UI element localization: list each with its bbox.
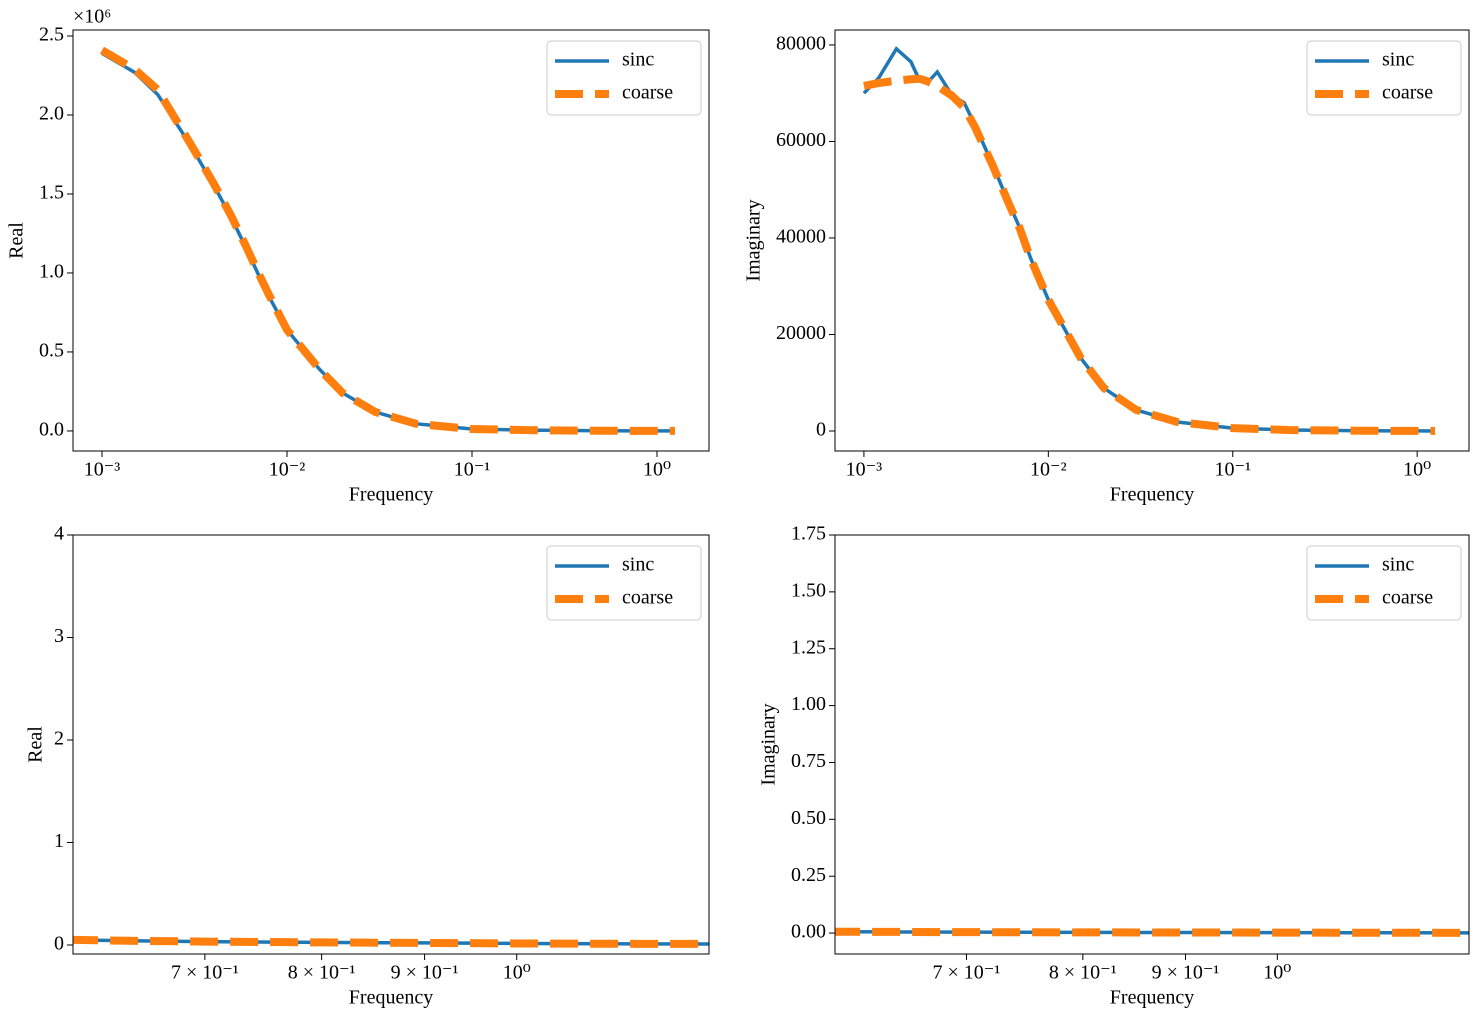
y-axis-label: Imaginary bbox=[743, 199, 765, 281]
series-line bbox=[863, 74, 1436, 435]
y-tick-label: 3 bbox=[54, 625, 64, 647]
x-axis-label: Frequency bbox=[349, 987, 433, 1009]
y-tick-label: 0 bbox=[816, 419, 826, 441]
y-axis-label: Real bbox=[6, 222, 28, 259]
x-tick-label: 10⁰ bbox=[1403, 459, 1431, 481]
y-tick-label: 80000 bbox=[776, 33, 826, 55]
axes-frame bbox=[834, 29, 1470, 452]
legend-label: coarse bbox=[1382, 82, 1433, 104]
y-tick-label: 0 bbox=[54, 933, 64, 955]
y-tick-label: 4 bbox=[54, 523, 64, 545]
x-tick-label: 10⁻² bbox=[1030, 459, 1067, 481]
y-tick-label: 0.5 bbox=[39, 340, 64, 362]
x-tick-label: 7 × 10⁻¹ bbox=[171, 962, 239, 984]
y-tick-label: 1.25 bbox=[791, 636, 826, 658]
legend-label: sinc bbox=[1382, 554, 1414, 576]
y-tick-label: 40000 bbox=[776, 226, 826, 248]
legend-label: coarse bbox=[1382, 587, 1433, 609]
y-tick-label: 0.0 bbox=[39, 419, 64, 441]
x-tick-label: 8 × 10⁻¹ bbox=[288, 962, 356, 984]
y-tick-label: 0.00 bbox=[791, 921, 826, 943]
axes-frame bbox=[834, 534, 1470, 955]
x-axis-label: Frequency bbox=[1110, 484, 1194, 506]
y-tick-label: 1 bbox=[54, 830, 64, 852]
y-tick-label: 1.50 bbox=[791, 579, 826, 601]
y-tick-label: 0.25 bbox=[791, 864, 826, 886]
y-tick-label: 1.0 bbox=[39, 261, 64, 283]
y-tick-label: 1.00 bbox=[791, 693, 826, 715]
x-tick-label: 10⁰ bbox=[643, 459, 671, 481]
x-tick-label: 10⁻³ bbox=[84, 459, 121, 481]
y-tick-label: 0.50 bbox=[791, 807, 826, 829]
x-tick-label: 10⁻¹ bbox=[1214, 459, 1251, 481]
axes-frame bbox=[72, 29, 710, 452]
subplot: 7 × 10⁻¹ 8 × 10⁻¹ 9 × 10⁻¹ 10⁰ 0 1 2 3 4 Frequenc… bbox=[25, 523, 710, 1009]
y-offset-label: ×10⁶ bbox=[73, 6, 111, 28]
legend-label: sinc bbox=[622, 554, 654, 576]
x-tick-label: 10⁰ bbox=[1263, 962, 1291, 984]
x-tick-label: 7 × 10⁻¹ bbox=[933, 962, 1001, 984]
y-tick-label: 1.75 bbox=[791, 523, 826, 545]
x-tick-label: 10⁻³ bbox=[846, 459, 883, 481]
x-tick-label: 9 × 10⁻¹ bbox=[1152, 962, 1220, 984]
series-line bbox=[835, 927, 1469, 937]
y-tick-label: 2.0 bbox=[39, 103, 64, 125]
y-tick-label: 0.75 bbox=[791, 750, 826, 772]
x-axis-label: Frequency bbox=[349, 484, 433, 506]
x-axis-label: Frequency bbox=[1110, 987, 1194, 1009]
x-tick-label: 10⁻¹ bbox=[454, 459, 491, 481]
y-tick-label: 2 bbox=[54, 728, 64, 750]
x-tick-label: 8 × 10⁻¹ bbox=[1049, 962, 1117, 984]
y-axis-label: Imaginary bbox=[758, 703, 780, 785]
subplot: 10⁻³ 10⁻² 10⁻¹ 10⁰ 0.0 0.5 1.0 1.5 2.0 2.5 ×10⁶ Fre… bbox=[6, 6, 710, 506]
legend-label: sinc bbox=[622, 49, 654, 71]
legend-label: coarse bbox=[622, 82, 673, 104]
legend-label: coarse bbox=[622, 587, 673, 609]
y-tick-label: 20000 bbox=[776, 322, 826, 344]
x-tick-label: 10⁰ bbox=[503, 962, 531, 984]
x-tick-label: 9 × 10⁻¹ bbox=[391, 962, 459, 984]
y-tick-label: 1.5 bbox=[39, 182, 64, 204]
series-line bbox=[99, 46, 675, 435]
axes-frame bbox=[72, 534, 710, 955]
legend-label: sinc bbox=[1382, 49, 1414, 71]
y-tick-label: 2.5 bbox=[39, 24, 64, 46]
y-tick-label: 60000 bbox=[776, 129, 826, 151]
subplot: 7 × 10⁻¹ 8 × 10⁻¹ 9 × 10⁻¹ 10⁰ 0.00 0.25 0.50 0… bbox=[758, 523, 1470, 1009]
series-line bbox=[73, 935, 709, 948]
x-tick-label: 10⁻² bbox=[269, 459, 306, 481]
y-axis-label: Real bbox=[25, 726, 47, 763]
subplot: 10⁻³ 10⁻² 10⁻¹ 10⁰ 0 20000 40000 60000 80000 Freq… bbox=[743, 29, 1470, 506]
